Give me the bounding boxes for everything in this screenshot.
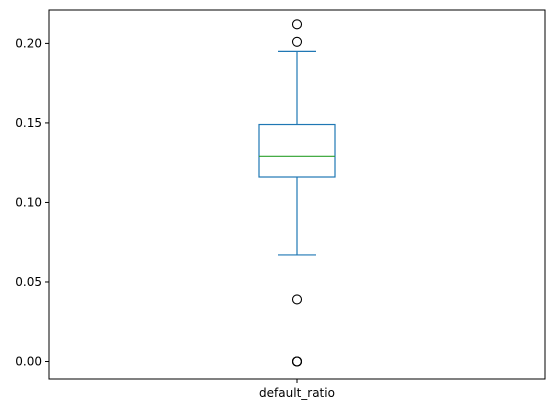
y-tick-label: 0.05 — [15, 275, 42, 289]
x-tick-label: default_ratio — [259, 386, 335, 400]
box-series — [258, 19, 336, 367]
y-tick-label: 0.15 — [15, 116, 42, 130]
y-tick-label: 0.20 — [15, 36, 42, 50]
y-axis: 0.00 0.05 0.10 0.15 0.20 — [15, 36, 49, 369]
y-tick-label: 0.00 — [15, 355, 42, 369]
interquartile-box — [258, 123, 336, 178]
outlier-point — [291, 19, 303, 30]
outlier-point — [291, 356, 303, 367]
x-axis: default_ratio — [259, 379, 335, 400]
outlier-point — [291, 294, 303, 305]
y-tick-label: 0.10 — [15, 195, 42, 209]
outlier-point — [291, 36, 303, 47]
